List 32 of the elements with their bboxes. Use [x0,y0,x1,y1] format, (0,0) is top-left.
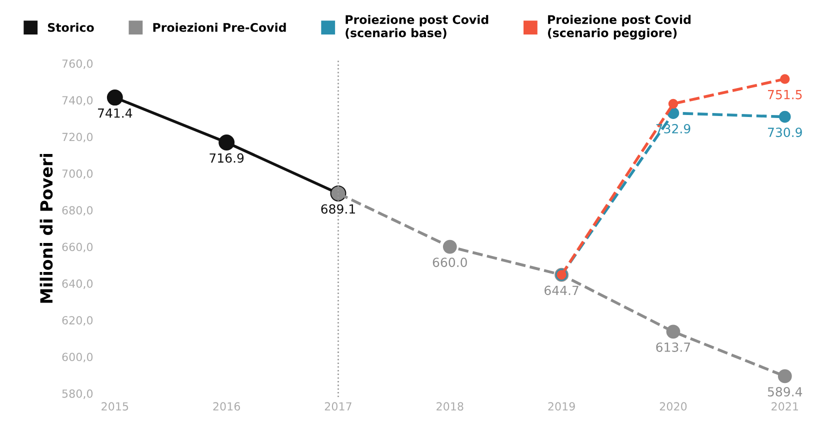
y-tick-label: 600,0 [62,352,93,362]
y-tick-label: 700,0 [62,169,93,179]
y-tick-label: 680,0 [62,206,93,216]
y-tick-label: 760,0 [62,59,93,69]
data-label: 689.1 [321,204,355,214]
x-tick-label: 2017 [324,402,352,411]
legend-label: Proiezione post Covid (scenario base) [346,14,488,39]
data-label: 644.7 [544,286,578,296]
legend-label: Storico [48,22,94,32]
data-label: 589.4 [768,387,802,397]
x-tick-label: 2021 [772,402,798,411]
data-label: 660.0 [432,258,467,268]
data-label: 730.9 [768,128,802,138]
y-tick-label: 740,0 [62,96,93,106]
data-label: 613.7 [656,342,690,352]
x-tick-label: 2019 [548,402,575,411]
data-label: 732.9 [656,124,690,134]
data-label: 741.4 [98,108,132,118]
x-tick-label: 2015 [102,402,128,411]
y-tick-label: 660,0 [62,242,93,252]
y-tick-label: 620,0 [62,316,93,326]
x-tick-label: 2020 [660,402,687,411]
data-label: 716.9 [210,153,244,163]
y-axis-title: Milioni di Poveri [40,154,53,303]
x-tick-label: 2016 [213,402,240,411]
y-tick-label: 640,0 [62,279,93,289]
x-tick-label: 2018 [436,402,464,411]
legend-label: Proiezione post Covid (scenario peggiore) [548,14,690,40]
y-tick-label: 720,0 [62,132,93,142]
y-tick-label: 580,0 [62,389,93,399]
data-label: 751.5 [768,90,802,100]
legend-label: Proiezioni Pre-Covid [153,22,286,32]
